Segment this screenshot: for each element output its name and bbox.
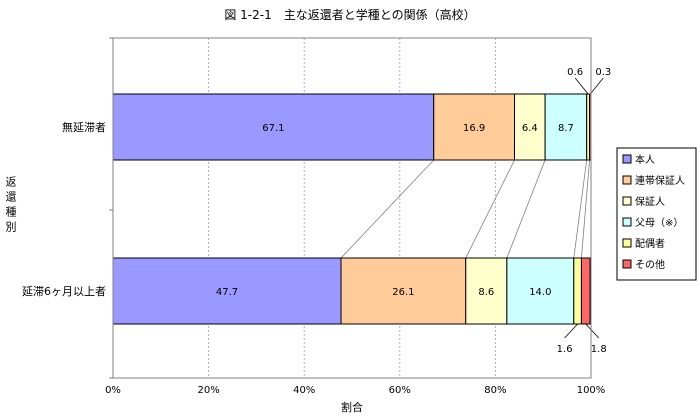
bar-group	[112, 93, 592, 325]
legend-label: 保証人	[635, 195, 665, 208]
grid-lines	[109, 37, 496, 379]
data-label: 1.6	[557, 344, 573, 355]
chart-title: 図 1-2-1 主な返還者と学種との関係（高校）	[224, 7, 475, 22]
x-tick-label: 100%	[577, 385, 606, 396]
data-label: 16.9	[463, 123, 485, 134]
data-label: 47.7	[216, 287, 238, 298]
y-axis-label-char: 別	[6, 221, 17, 234]
bar-segment	[580, 257, 591, 325]
data-label: 67.1	[262, 123, 284, 134]
bar-segment	[573, 257, 582, 325]
data-label: 1.8	[591, 344, 607, 355]
data-label-group: 67.1 16.9 6.4 8.7 0.6 0.3 47.7 26.1 8.6 14.0 1.6 1.…	[216, 67, 611, 355]
legend-label: 配偶者	[635, 237, 665, 250]
leader-line	[585, 323, 600, 339]
data-label: 8.7	[558, 123, 574, 134]
connector-line	[340, 159, 435, 259]
data-label: 26.1	[392, 287, 414, 298]
legend-box	[616, 147, 697, 281]
plot-frame	[112, 37, 592, 379]
y-axis-label-char: 返	[6, 176, 17, 189]
connector-line	[573, 159, 588, 259]
bar-segment	[514, 93, 546, 161]
connector-line	[581, 159, 590, 259]
x-axis-label: 割合	[341, 400, 363, 414]
x-tick-label: 20%	[197, 385, 219, 396]
connector-line	[465, 159, 515, 259]
bar-segment	[506, 257, 575, 325]
x-tick-label: 40%	[293, 385, 315, 396]
bar-segment	[340, 257, 467, 325]
data-label: 8.6	[478, 287, 494, 298]
connector-lines	[340, 159, 590, 259]
legend-swatch	[622, 217, 632, 227]
y-axis-label-char: 種	[6, 205, 17, 219]
x-tick-label: 80%	[484, 385, 506, 396]
x-tick-label: 0%	[105, 385, 121, 396]
bar-segment	[112, 257, 342, 325]
bar-segment	[112, 93, 435, 161]
x-tick-labels: 0% 20% 40% 60% 80% 100%	[105, 385, 605, 396]
data-label: 0.3	[595, 67, 611, 78]
legend-swatch	[622, 154, 632, 164]
connector-line	[506, 159, 546, 259]
bar-segment	[465, 257, 508, 325]
leader-line	[564, 323, 578, 339]
leader-lines	[564, 77, 604, 339]
bar-segment	[544, 93, 588, 161]
legend-swatch	[622, 175, 632, 185]
legend-label: 連帯保証人	[635, 174, 685, 187]
legend-label: 父母（※）	[635, 217, 683, 229]
data-label: 6.4	[522, 123, 538, 134]
legend-label: 本人	[635, 153, 655, 166]
data-label: 0.6	[567, 67, 583, 78]
data-label: 14.0	[529, 287, 551, 298]
legend-swatch	[622, 196, 632, 206]
x-tick-label: 60%	[389, 385, 411, 396]
legend-swatch	[622, 238, 632, 248]
y-axis-label-char: 還	[6, 191, 17, 204]
leader-line	[589, 77, 604, 95]
legend-swatch	[622, 259, 632, 269]
leader-line	[574, 77, 589, 95]
legend-label: その他	[635, 258, 665, 271]
category-label: 無延滞者	[62, 120, 106, 134]
category-label: 延滞6ヶ月以上者	[22, 285, 106, 298]
